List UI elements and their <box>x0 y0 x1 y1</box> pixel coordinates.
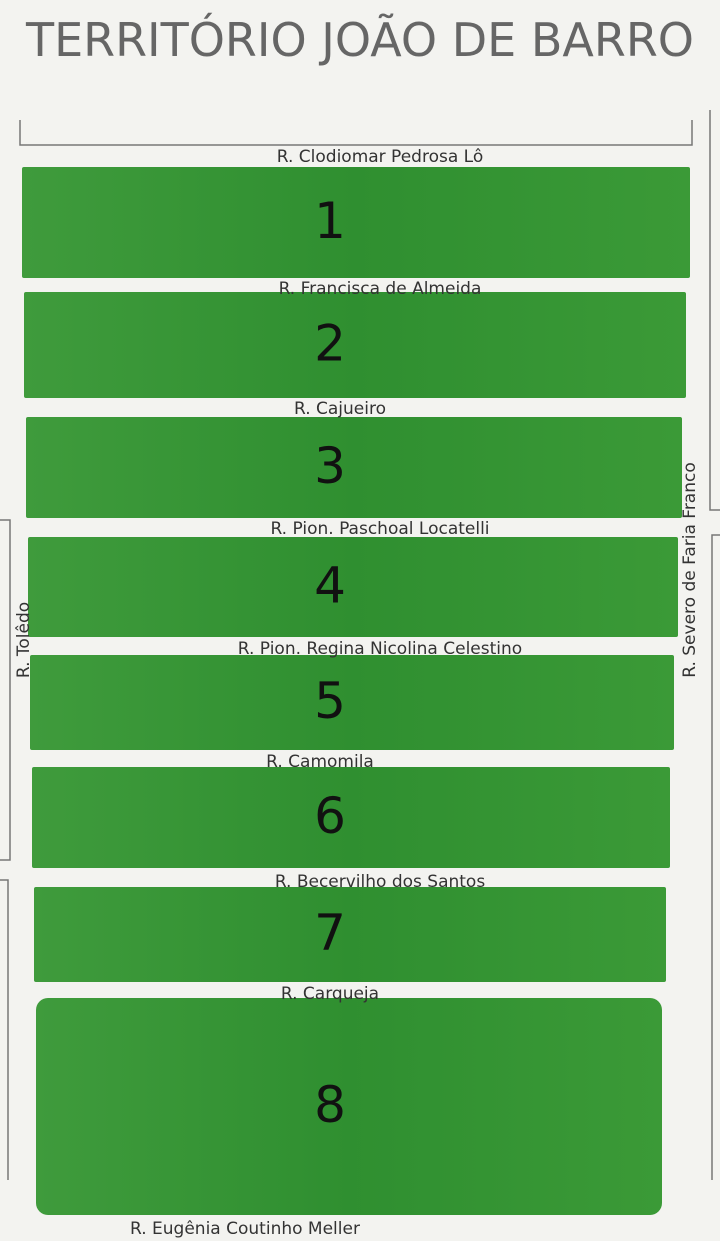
street-label: R. Severo de Faria Franco <box>680 462 700 678</box>
street-label: R. Pion. Regina Nicolina Celestino <box>238 639 522 659</box>
street-label: R. Becervilho dos Santos <box>275 872 486 892</box>
outline <box>0 519 11 1180</box>
block-number: 4 <box>314 557 346 615</box>
block <box>34 887 666 982</box>
block-number: 8 <box>314 1076 346 1134</box>
outline <box>709 110 720 1180</box>
block <box>36 998 662 1215</box>
street-label: R. Francisca de Almeida <box>279 279 482 299</box>
block-number: 5 <box>314 672 346 730</box>
block <box>32 767 670 868</box>
street-label: R. Pion. Paschoal Locatelli <box>270 519 489 539</box>
block-number: 1 <box>314 192 346 250</box>
block <box>30 655 674 750</box>
title: TERRITÓRIO JOÃO DE BARRO <box>25 13 694 67</box>
street-label: R. Cajueiro <box>294 399 386 419</box>
block-number: 6 <box>314 787 346 845</box>
block <box>22 167 690 278</box>
block-number: 3 <box>314 437 346 495</box>
block <box>26 417 682 518</box>
street-label: R. Carqueja <box>281 984 379 1004</box>
street-label: R. Eugênia Coutinho Meller <box>130 1219 360 1239</box>
street-label: R. Camomila <box>266 752 374 772</box>
block <box>24 292 686 398</box>
block <box>28 537 678 637</box>
block-number: 7 <box>314 904 346 962</box>
block-number: 2 <box>314 315 346 373</box>
street-label: R. Clodiomar Pedrosa Lô <box>277 147 483 167</box>
outline <box>19 120 693 146</box>
street-label: R. Tolêdo <box>14 602 34 678</box>
